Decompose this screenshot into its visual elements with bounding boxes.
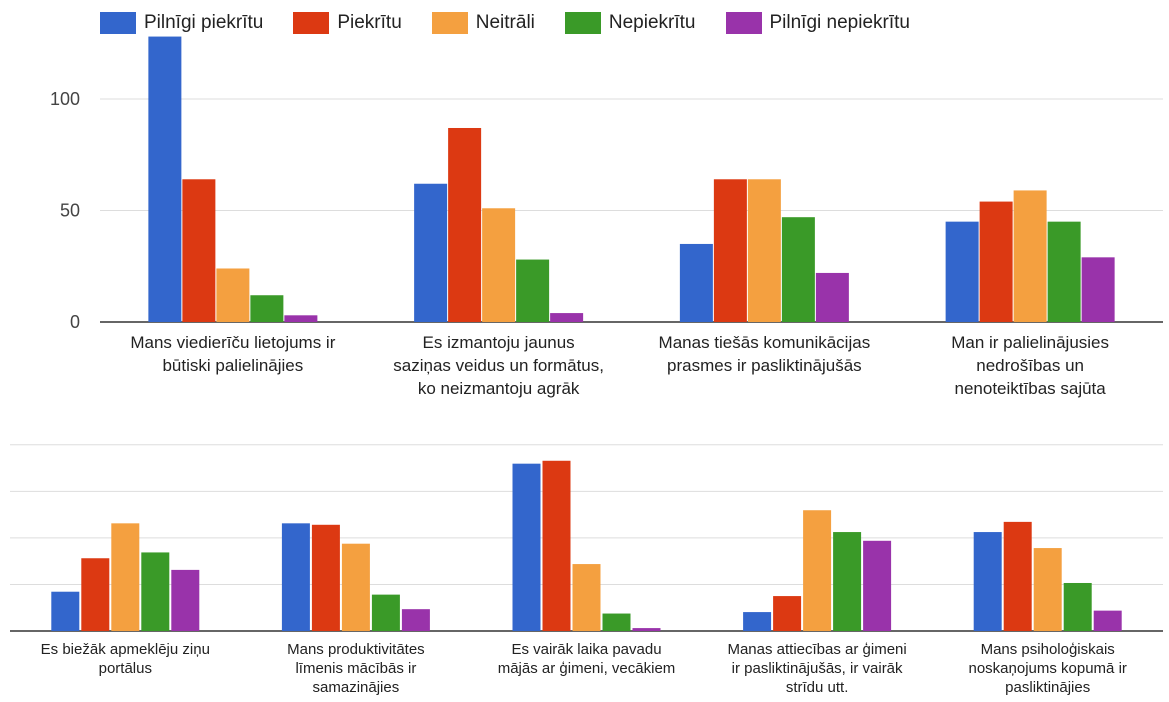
legend-label: Neitrāli	[475, 12, 535, 33]
bar	[743, 612, 772, 631]
y-tick-label: 50	[60, 201, 80, 221]
legend-swatch	[431, 12, 468, 34]
bar	[1063, 582, 1092, 631]
category-label: Mans psiholoģiskais	[981, 641, 1115, 658]
bar	[945, 221, 979, 322]
y-tick-label: 100	[50, 89, 80, 109]
y-tick-label: 0	[70, 312, 80, 332]
legend-item-agree[interactable]: Piekrītu	[293, 12, 402, 34]
legend-item-fully-disagree[interactable]: Pilnīgi nepiekrītu	[725, 12, 910, 34]
category-label: ko neizmantoju agrāk	[418, 379, 580, 398]
category-label: nenoteiktības sajūta	[955, 379, 1107, 398]
category-label: Es izmantoju jaunus	[423, 333, 575, 352]
bar	[448, 127, 482, 323]
category-label: Es vairāk laika pavadu	[511, 641, 661, 658]
category-label: nedrošības un	[976, 356, 1084, 375]
legend-swatch	[564, 12, 601, 34]
category-label: Mans viedierīču lietojums ir	[130, 333, 335, 352]
legend-item-disagree[interactable]: Nepiekrītu	[564, 12, 696, 34]
bar	[550, 313, 584, 322]
bar	[148, 36, 182, 323]
category-label: līmenis mācībās ir	[295, 660, 416, 677]
bar	[1093, 610, 1122, 631]
legend-item-fully-agree[interactable]: Pilnīgi piekrītu	[100, 12, 263, 34]
bar	[216, 268, 250, 322]
bar	[141, 552, 170, 631]
bar	[803, 510, 832, 631]
bar	[171, 569, 200, 631]
bar	[542, 460, 571, 631]
bar	[371, 594, 400, 631]
bar	[747, 179, 781, 322]
bar	[679, 243, 713, 322]
bar	[341, 543, 370, 631]
bar	[182, 179, 216, 322]
category-label: samazinājies	[313, 679, 400, 696]
bar	[512, 463, 541, 631]
category-label: portālus	[99, 660, 152, 677]
bar	[815, 272, 849, 322]
bar	[81, 558, 110, 631]
category-label: pasliktinājies	[1005, 679, 1090, 696]
bar	[973, 532, 1002, 631]
bar	[281, 523, 310, 631]
category-label: strīdu utt.	[786, 679, 849, 696]
bar	[414, 183, 448, 322]
category-label: saziņas veidus un formātus,	[393, 356, 604, 375]
legend-swatch	[293, 12, 330, 34]
bar	[572, 564, 601, 631]
legend-item-neutral[interactable]: Neitrāli	[431, 12, 535, 34]
bar	[284, 315, 318, 322]
bar	[979, 201, 1013, 322]
bar	[111, 523, 140, 631]
legend-swatch	[100, 12, 136, 34]
category-label: prasmes ir pasliktinājušās	[667, 356, 862, 375]
legend-label: Piekrītu	[337, 12, 402, 33]
category-label: noskaņojums kopumā ir	[968, 660, 1126, 677]
bar	[1081, 257, 1115, 322]
legend: Pilnīgi piekrītu Piekrītu Neitrāli Nepie…	[100, 12, 940, 34]
legend-label: Pilnīgi piekrītu	[144, 12, 264, 33]
bar	[482, 208, 516, 322]
bar	[781, 217, 815, 322]
category-label: mājās ar ģimeni, vecākiem	[498, 660, 676, 677]
bar	[713, 179, 747, 322]
legend-label: Pilnīgi nepiekrītu	[769, 12, 910, 33]
bar	[516, 259, 550, 322]
bar	[1003, 521, 1032, 631]
bar	[1013, 190, 1047, 322]
bar	[833, 532, 862, 631]
bar	[863, 540, 892, 631]
category-label: Manas attiecības ar ģimeni	[727, 641, 906, 658]
bar	[773, 596, 802, 631]
category-label: ir pasliktinājušās, ir vairāk	[732, 660, 903, 677]
category-label: Mans produktivitātes	[287, 641, 425, 658]
category-label: Man ir palielinājusies	[951, 333, 1109, 352]
category-label: būtiski palielinājies	[162, 356, 303, 375]
bar	[51, 591, 80, 631]
legend-swatch	[725, 12, 762, 34]
category-label: Es biežāk apmeklēju ziņu	[41, 641, 210, 658]
bar	[250, 295, 284, 322]
legend-label: Nepiekrītu	[608, 12, 696, 33]
bar	[602, 613, 631, 631]
bar	[401, 609, 430, 631]
bar	[1033, 548, 1062, 631]
category-label: Manas tiešās komunikācijas	[659, 333, 871, 352]
bar	[1047, 221, 1081, 322]
bar	[311, 524, 340, 631]
bar	[632, 628, 661, 631]
